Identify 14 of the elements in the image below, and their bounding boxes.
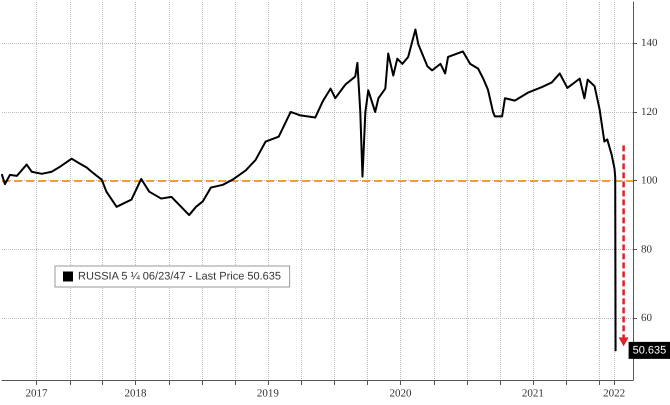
x-tick-label: 2018	[124, 388, 147, 400]
line-series	[1, 28, 617, 352]
y-tick-label: 60	[641, 312, 652, 324]
x-tick-label: 2020	[390, 388, 412, 400]
x-tick-label: 2017	[25, 388, 48, 400]
x-tick-label: 2022	[603, 388, 626, 400]
legend-label: RUSSIA 5 ¼ 06/23/47 - Last Price 50.635	[78, 270, 282, 282]
data-label: 50.635	[632, 344, 666, 356]
y-tick-label: 120	[641, 106, 658, 118]
y-tick-label: 100	[641, 174, 658, 187]
x-tick-label: 2021	[522, 388, 544, 400]
x-tick-label: 2019	[256, 388, 280, 400]
y-tick-label: 140	[641, 37, 658, 50]
y-tick-label: 80	[641, 243, 652, 256]
